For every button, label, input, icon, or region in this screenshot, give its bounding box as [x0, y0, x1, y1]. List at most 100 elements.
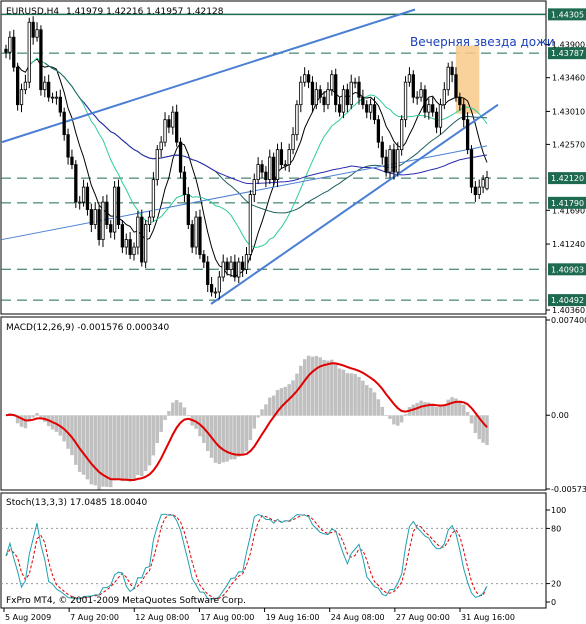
- macd-bar: [264, 404, 268, 416]
- price-level-box: [548, 263, 586, 276]
- price-level-label: 1.41790: [551, 199, 584, 208]
- candle-body: [415, 96, 419, 99]
- macd-bar: [388, 415, 392, 419]
- macd-bar: [89, 415, 94, 485]
- macd-bar: [485, 415, 489, 445]
- macd-bar: [461, 404, 466, 416]
- symbol-label: EURUSD,H4: [6, 7, 59, 17]
- candle-body: [279, 149, 284, 166]
- macd-bar: [396, 415, 400, 426]
- candle-body: [124, 239, 128, 248]
- macd-bar: [15, 415, 20, 424]
- macd-bar: [186, 415, 191, 417]
- candle-body: [481, 179, 485, 188]
- candle-body: [372, 104, 377, 121]
- macd-bar: [341, 369, 346, 416]
- candle-body: [186, 194, 190, 225]
- candle-body: [376, 119, 381, 143]
- candle-body: [380, 141, 384, 158]
- candle-body: [357, 81, 361, 98]
- macd-bar: [481, 415, 485, 443]
- candle-body: [27, 21, 31, 83]
- candle-body: [283, 164, 287, 167]
- candle-body: [264, 171, 268, 181]
- candle-body: [272, 156, 276, 181]
- trend-lines: [1, 8, 499, 305]
- candle-body: [167, 119, 171, 128]
- macd-bar: [27, 415, 32, 422]
- stoch-pane-frame: [0, 492, 547, 609]
- candle-body: [97, 209, 101, 240]
- candle-body: [221, 261, 225, 278]
- macd-bar: [469, 415, 474, 424]
- macd-bar: [423, 402, 427, 416]
- candle-body: [225, 261, 229, 270]
- candle-body: [194, 216, 198, 248]
- candle-body: [4, 48, 8, 53]
- macd-bar: [120, 415, 125, 482]
- candle-body: [446, 66, 450, 91]
- candle-body: [465, 119, 470, 151]
- macd-bar: [322, 359, 326, 416]
- candle-body: [58, 96, 62, 113]
- evening-star-highlight: [455, 45, 480, 114]
- candlesticks: [4, 16, 489, 300]
- macd-bar: [438, 406, 443, 416]
- macd-bar: [159, 415, 163, 432]
- macd-bar: [174, 400, 179, 416]
- candle-body: [171, 111, 175, 128]
- pattern-annotation: Вечерняя звезда дожи: [410, 35, 555, 49]
- candle-body: [384, 156, 388, 173]
- candle-body: [128, 239, 132, 255]
- time-tick-label: 31 Aug 16:00: [461, 613, 515, 622]
- candle-body: [434, 111, 439, 128]
- macd-bar: [233, 415, 237, 460]
- price-level-box: [548, 47, 586, 60]
- macd-bar: [271, 395, 276, 416]
- candle-body: [310, 81, 315, 106]
- candle-body: [19, 89, 24, 106]
- macd-bar: [248, 415, 253, 440]
- candle-body: [15, 66, 20, 106]
- stoch-label: Stoch(13,3,3) 17.0485 18.0040: [6, 498, 147, 508]
- time-axis: 5 Aug 2009 7 Aug 20:00 12 Aug 08:00 17 Aug …: [3, 608, 515, 622]
- candle-body: [89, 209, 93, 225]
- macd-bar: [35, 413, 39, 416]
- candle-body: [450, 66, 454, 76]
- macd-bar: [85, 415, 90, 480]
- stoch-main-line: [5, 513, 488, 600]
- time-tick-label: 5 Aug 2009: [5, 613, 51, 622]
- time-tick-label: 17 Aug 00:00: [200, 613, 254, 622]
- trend-line: [1, 8, 416, 144]
- macd-bar: [384, 415, 388, 416]
- candle-body: [403, 81, 408, 121]
- macd-bar: [116, 415, 121, 480]
- candle-body: [151, 179, 156, 218]
- macd-bar: [93, 415, 97, 486]
- candle-body: [12, 36, 16, 68]
- candle-body: [299, 81, 303, 106]
- macd-bar: [465, 412, 470, 416]
- candle-body: [361, 96, 365, 106]
- macd-bar: [454, 398, 458, 416]
- macd-bar: [473, 415, 478, 433]
- price-tick-label: 1.42570: [552, 140, 585, 149]
- candle-body: [112, 186, 117, 233]
- macd-bar: [318, 357, 322, 416]
- macd-bar: [349, 373, 353, 416]
- macd-bar: [392, 415, 396, 425]
- highlight-box: [455, 45, 480, 114]
- ma-long: [83, 101, 488, 185]
- macd-bar: [353, 373, 357, 416]
- macd-bar: [345, 373, 350, 416]
- candle-body: [244, 254, 249, 270]
- candle-body: [202, 254, 206, 263]
- copyright-label: FxPro MT4, © 2001-2009 MetaQuotes Softwa…: [6, 596, 246, 606]
- macd-bar: [136, 415, 140, 476]
- trend-line: [1, 145, 488, 241]
- macd-bar: [77, 415, 82, 472]
- macd-bar: [147, 415, 152, 466]
- macd-bar: [155, 415, 160, 443]
- macd-bar: [299, 365, 303, 416]
- candle-body: [229, 261, 233, 270]
